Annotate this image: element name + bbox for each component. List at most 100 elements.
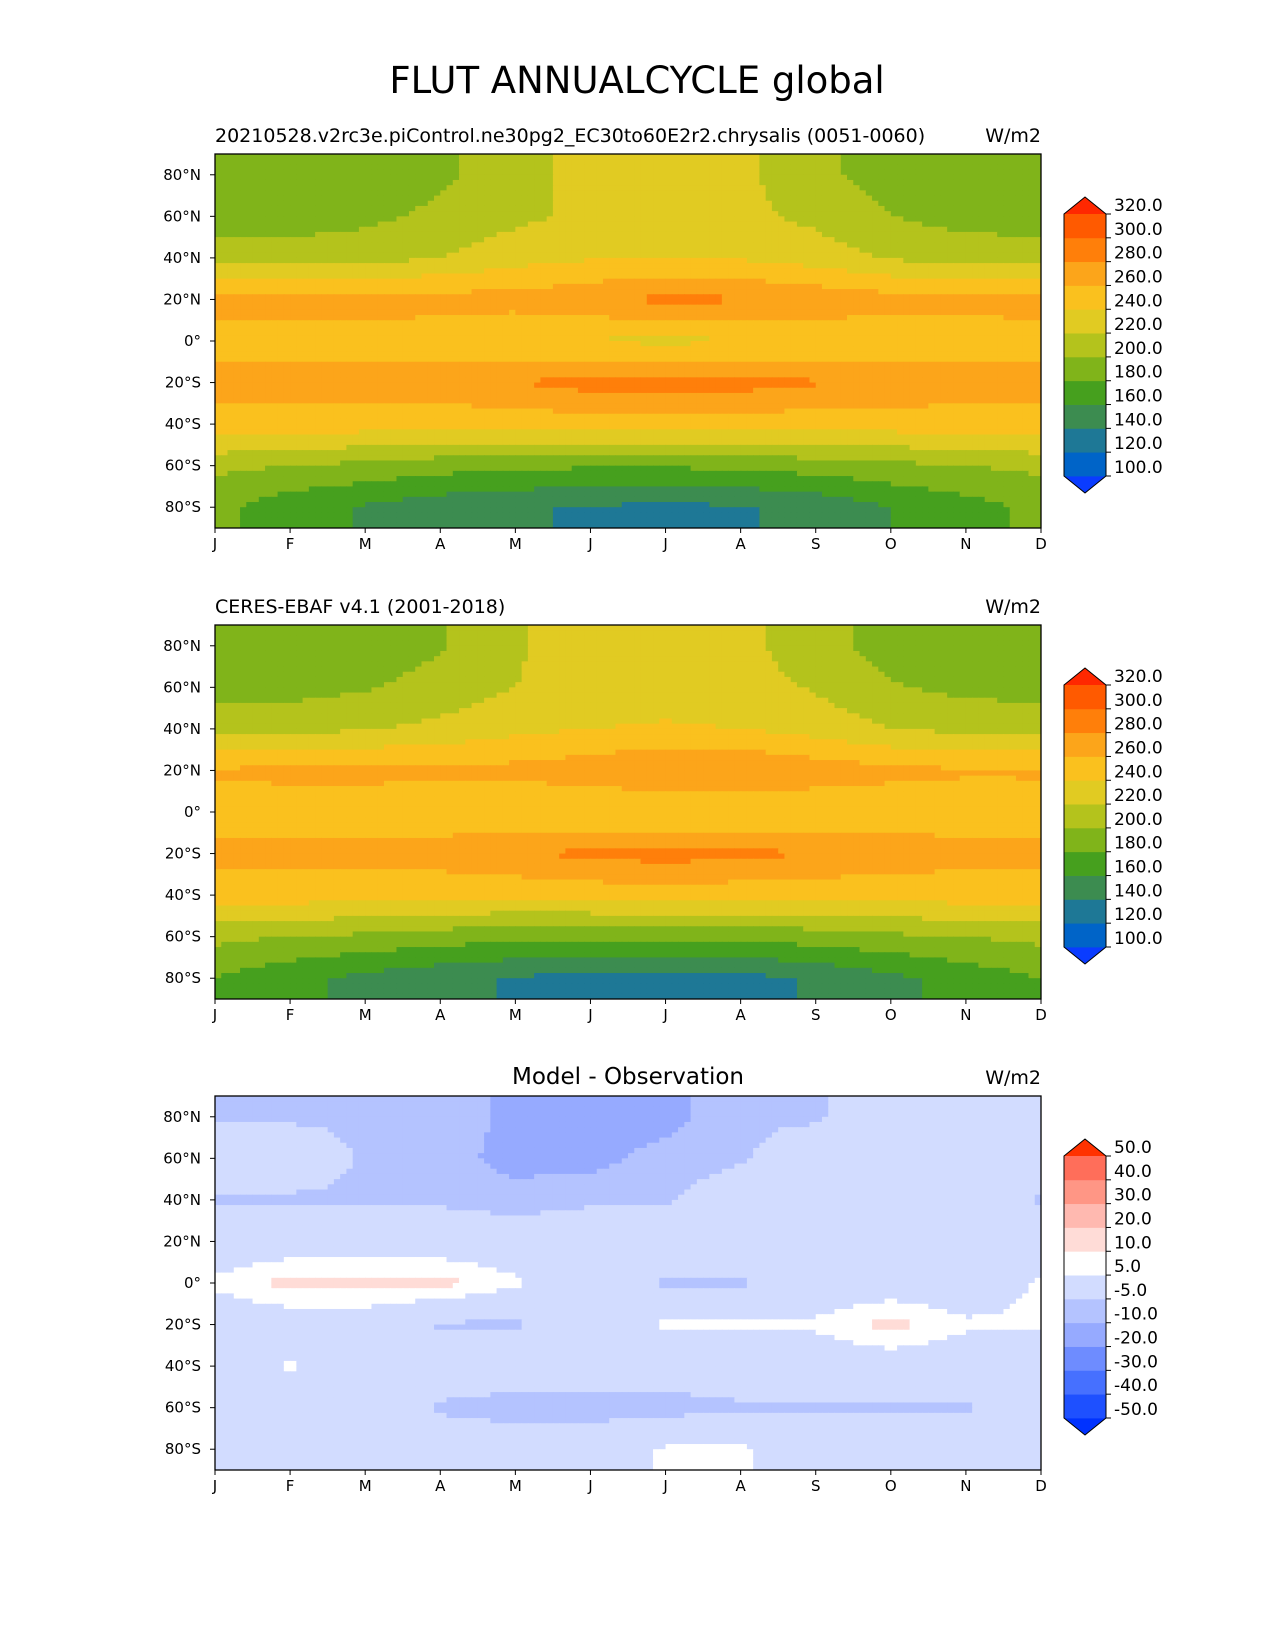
contour-cell — [872, 325, 879, 332]
contour-cell — [840, 335, 848, 342]
contour-cell — [790, 330, 798, 337]
contour-cell — [628, 325, 635, 332]
contour-cell — [959, 247, 967, 254]
contour-cell — [1034, 195, 1041, 202]
contour-cell — [333, 257, 341, 264]
contour-cell — [602, 226, 610, 233]
contour-cell — [796, 185, 804, 191]
contour-cell — [709, 273, 717, 280]
contour-cell — [872, 330, 879, 337]
contour-cell — [440, 190, 448, 197]
contour-cell — [484, 154, 491, 160]
contour-cell — [340, 257, 348, 264]
contour-cell — [621, 330, 629, 337]
contour-cell — [233, 320, 241, 327]
contour-cell — [240, 320, 247, 327]
contour-cell — [346, 346, 354, 352]
contour-cell — [552, 263, 560, 269]
contour-cell — [571, 315, 579, 321]
contour-cell — [940, 252, 948, 259]
contour-cell — [734, 242, 742, 249]
contour-cell — [646, 154, 654, 160]
contour-cell — [540, 263, 548, 269]
contour-cell — [759, 242, 767, 249]
contour-cell — [402, 330, 410, 337]
contour-cell — [771, 283, 779, 290]
contour-cell — [471, 325, 479, 332]
contour-cell — [596, 325, 604, 332]
contour-cell — [634, 335, 642, 342]
contour-cell — [759, 346, 767, 352]
contour-cell — [815, 185, 823, 191]
contour-cell — [296, 226, 304, 233]
contour-cell — [821, 195, 829, 202]
contour-cell — [502, 294, 510, 301]
contour-cell — [490, 283, 498, 290]
contour-cell — [434, 179, 441, 186]
contour-cell — [609, 185, 617, 191]
contour-cell — [784, 289, 792, 295]
contour-cell — [778, 341, 786, 347]
contour-cell — [1034, 200, 1041, 207]
contour-cell — [402, 190, 410, 197]
contour-cell — [290, 169, 297, 176]
contour-cell — [653, 226, 660, 233]
contour-cell — [909, 164, 917, 171]
contour-cell — [878, 242, 886, 249]
contour-cell — [515, 268, 523, 275]
contour-cell — [283, 190, 291, 197]
contour-cell — [759, 211, 767, 217]
contour-cell — [565, 226, 573, 233]
contour-cell — [615, 169, 623, 176]
contour-cell — [446, 242, 454, 249]
contour-cell — [997, 179, 1005, 186]
contour-cell — [546, 335, 554, 342]
contour-cell — [559, 294, 567, 301]
contour-cell — [671, 330, 679, 337]
contour-cell — [221, 185, 229, 191]
contour-cell — [809, 195, 817, 202]
contour-cell — [1022, 299, 1030, 306]
contour-cell — [471, 283, 479, 290]
contour-cell — [546, 263, 554, 269]
contour-cell — [665, 231, 673, 238]
contour-cell — [546, 226, 554, 233]
contour-cell — [972, 283, 980, 290]
contour-cell — [653, 263, 660, 269]
contour-cell — [615, 273, 623, 280]
contour-cell — [615, 231, 623, 238]
contour-cell — [408, 195, 416, 202]
contour-cell — [596, 221, 604, 228]
contour-cell — [834, 221, 842, 228]
contour-cell — [402, 273, 410, 280]
contour-cell — [315, 252, 322, 259]
contour-cell — [559, 273, 567, 280]
contour-cell — [596, 257, 604, 264]
contour-cell — [840, 278, 848, 285]
contour-cell — [653, 221, 660, 228]
contour-cell — [634, 289, 642, 295]
contour-cell — [496, 247, 504, 254]
contour-cell — [296, 200, 304, 207]
contour-cell — [402, 237, 410, 243]
contour-cell — [897, 330, 904, 337]
contour-cell — [302, 200, 310, 207]
contour-cell — [577, 237, 585, 243]
contour-cell — [296, 268, 304, 275]
contour-cell — [465, 304, 473, 311]
contour-cell — [997, 190, 1005, 197]
contour-cell — [828, 273, 836, 280]
contour-cell — [602, 283, 610, 290]
contour-cell — [383, 195, 391, 202]
contour-cell — [665, 205, 673, 212]
contour-cell — [659, 159, 667, 165]
contour-cell — [527, 299, 535, 306]
contour-cell — [565, 299, 573, 306]
contour-cell — [434, 231, 441, 238]
contour-cell — [252, 164, 260, 171]
contour-cell — [684, 330, 692, 337]
contour-cell — [790, 309, 798, 316]
contour-cell — [796, 289, 804, 295]
contour-cell — [809, 330, 817, 337]
contour-cell — [696, 330, 704, 337]
